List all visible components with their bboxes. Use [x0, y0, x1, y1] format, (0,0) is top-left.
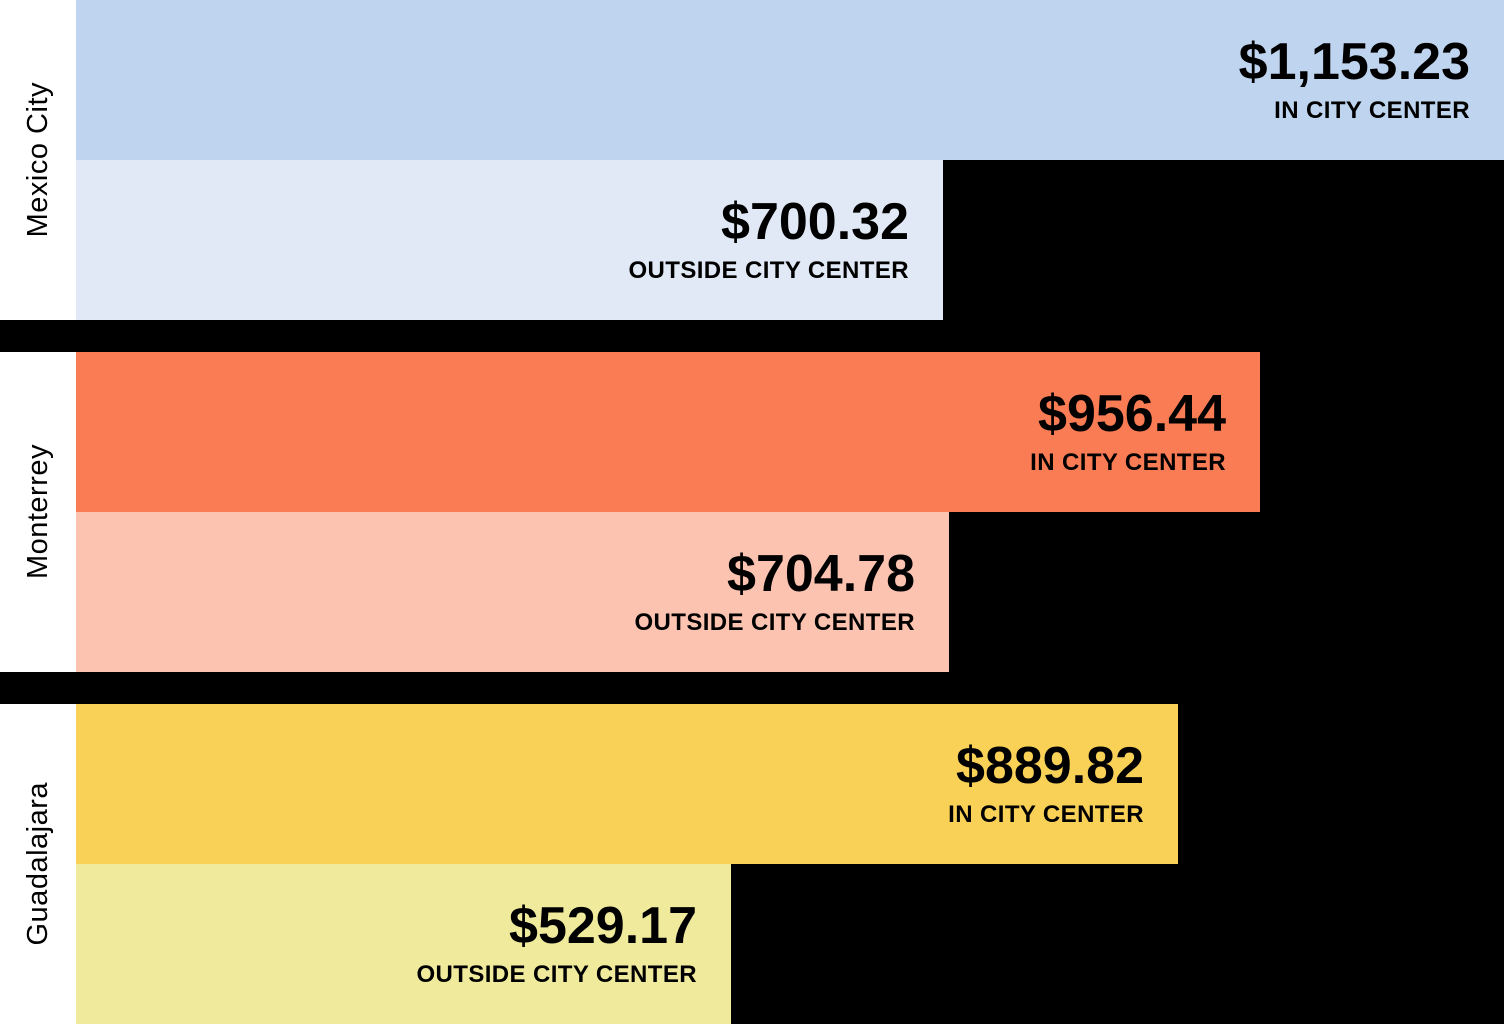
city-label-column: Guadalajara	[0, 704, 76, 1024]
bar-in-city-center: $889.82 IN CITY CENTER	[76, 704, 1178, 864]
city-label: Mexico City	[21, 82, 54, 238]
bar-in-city-center: $956.44 IN CITY CENTER	[76, 352, 1260, 512]
bar-value: $704.78	[727, 544, 915, 603]
bar-value: $1,153.23	[1238, 32, 1470, 91]
bar-caption: IN CITY CENTER	[948, 800, 1144, 828]
city-row: Guadalajara $889.82 IN CITY CENTER $529.…	[0, 704, 1504, 1024]
bar-in-city-center: $1,153.23 IN CITY CENTER	[76, 0, 1504, 160]
bar-value: $529.17	[509, 896, 697, 955]
bar-caption: IN CITY CENTER	[1030, 448, 1226, 476]
bar-value: $700.32	[721, 192, 909, 251]
city-label-column: Mexico City	[0, 0, 76, 320]
bar-outside-city-center: $704.78 OUTSIDE CITY CENTER	[76, 512, 949, 672]
city-label: Guadalajara	[21, 782, 54, 946]
bar-outside-city-center: $700.32 OUTSIDE CITY CENTER	[76, 160, 943, 320]
bar-caption: IN CITY CENTER	[1274, 96, 1470, 124]
city-label: Monterrey	[21, 444, 54, 580]
city-row: Mexico City $1,153.23 IN CITY CENTER $70…	[0, 0, 1504, 320]
city-row: Monterrey $956.44 IN CITY CENTER $704.78…	[0, 352, 1504, 672]
bar-caption: OUTSIDE CITY CENTER	[628, 256, 909, 284]
bar-caption: OUTSIDE CITY CENTER	[416, 960, 697, 988]
bar-outside-city-center: $529.17 OUTSIDE CITY CENTER	[76, 864, 731, 1024]
bar-value: $889.82	[956, 736, 1144, 795]
city-label-column: Monterrey	[0, 352, 76, 672]
bar-caption: OUTSIDE CITY CENTER	[634, 608, 915, 636]
bar-value: $956.44	[1038, 384, 1226, 443]
